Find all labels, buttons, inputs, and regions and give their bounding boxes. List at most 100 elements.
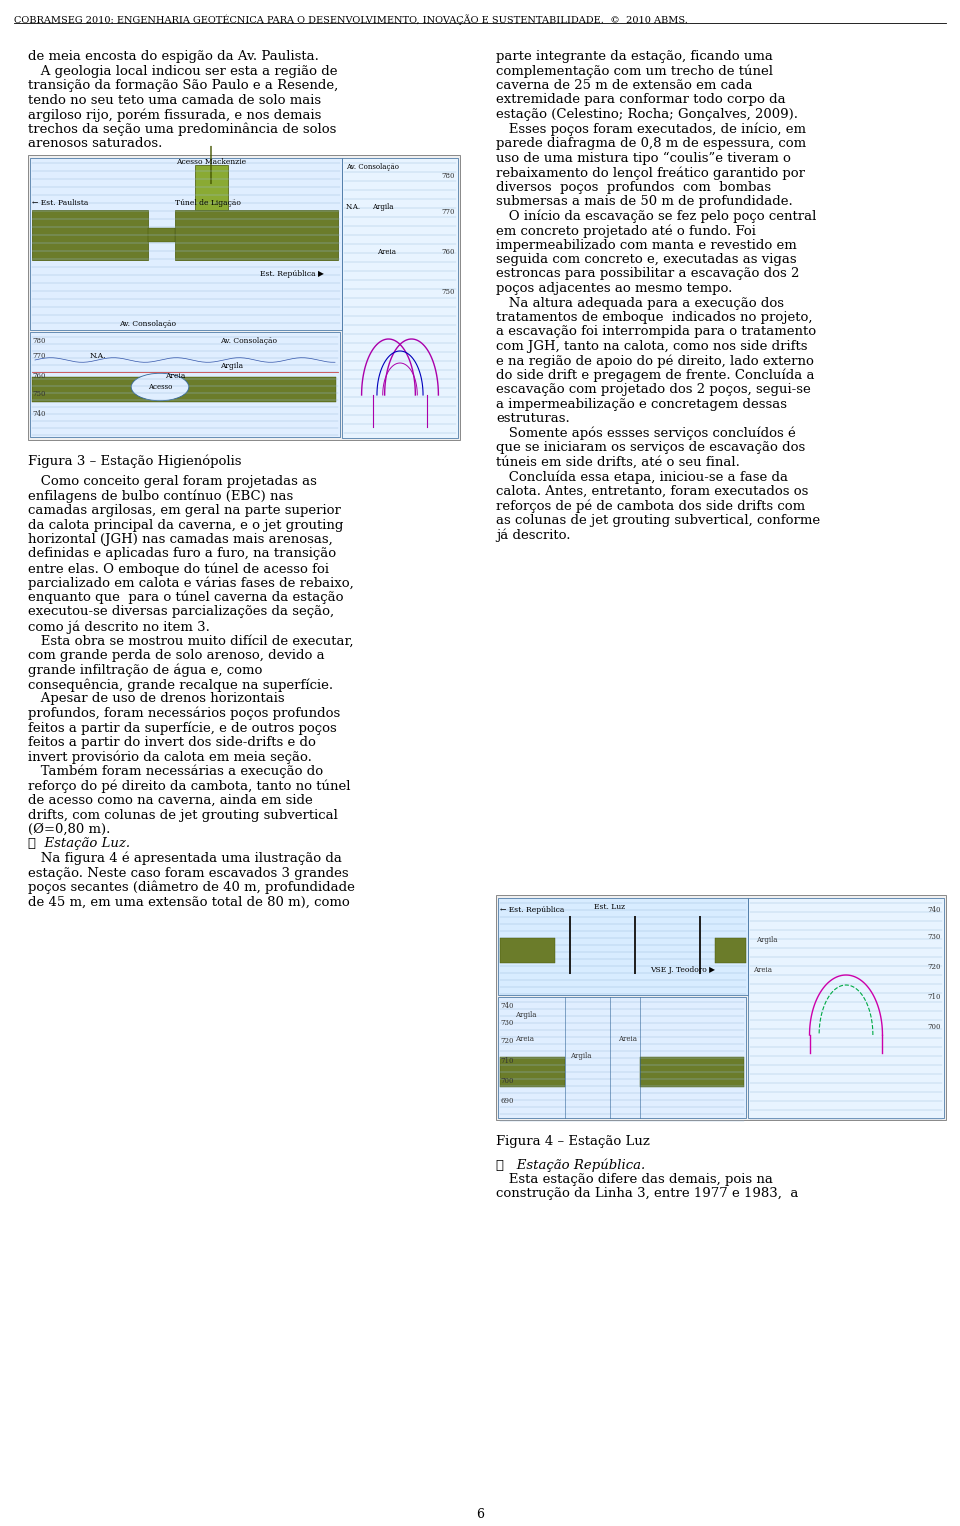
Text: Argila: Argila — [570, 1051, 591, 1061]
Text: 690: 690 — [500, 1097, 514, 1105]
Bar — [748, 897, 944, 1119]
Bar — [498, 897, 748, 995]
Text: enfilagens de bulbo contínuo (EBC) nas: enfilagens de bulbo contínuo (EBC) nas — [28, 490, 293, 504]
Text: complementação com um trecho de túnel: complementação com um trecho de túnel — [496, 64, 773, 78]
Text: entre elas. O emboque do túnel de acesso foi: entre elas. O emboque do túnel de acesso… — [28, 562, 329, 575]
Text: Argila: Argila — [515, 1012, 537, 1019]
Bar — [195, 165, 228, 211]
Text: ← Est. Paulista: ← Est. Paulista — [32, 198, 88, 208]
Bar — [496, 896, 946, 1120]
Text: horizontal (JGH) nas camadas mais arenosas,: horizontal (JGH) nas camadas mais arenos… — [28, 533, 333, 546]
Text: Argila: Argila — [220, 362, 243, 369]
Text: construção da Linha 3, entre 1977 e 1983,  a: construção da Linha 3, entre 1977 e 1983… — [496, 1187, 799, 1199]
Text: calota. Antes, entretanto, foram executados os: calota. Antes, entretanto, foram executa… — [496, 485, 808, 497]
Text: tratamentos de emboque  indicados no projeto,: tratamentos de emboque indicados no proj… — [496, 311, 812, 324]
Text: seguida com concreto e, executadas as vigas: seguida com concreto e, executadas as vi… — [496, 253, 797, 266]
Text: Como conceito geral foram projetadas as: Como conceito geral foram projetadas as — [28, 475, 317, 488]
Text: N.A.: N.A. — [90, 353, 107, 360]
Text: definidas e aplicadas furo a furo, na transição: definidas e aplicadas furo a furo, na tr… — [28, 548, 336, 560]
Text: Av. Consolação: Av. Consolação — [346, 163, 399, 171]
Text: Somente após essses serviços concluídos é: Somente após essses serviços concluídos … — [496, 427, 796, 441]
Text: arenosos saturados.: arenosos saturados. — [28, 137, 162, 150]
Bar — [715, 938, 746, 963]
Text: 6: 6 — [476, 1508, 484, 1521]
Text: Na altura adequada para a execução dos: Na altura adequada para a execução dos — [496, 296, 784, 310]
Text: escavação com projetado dos 2 poços, segui-se: escavação com projetado dos 2 poços, seg… — [496, 383, 811, 397]
Text: 770: 770 — [442, 208, 455, 217]
Text: Esta estação difere das demais, pois na: Esta estação difere das demais, pois na — [496, 1172, 773, 1186]
Text: 710: 710 — [927, 993, 941, 1001]
Text: feitos a partir do invert dos side-drifts e do: feitos a partir do invert dos side-drift… — [28, 736, 316, 749]
Text: Túnel de Ligação: Túnel de Ligação — [175, 198, 241, 208]
Text: 770: 770 — [32, 353, 45, 360]
Text: parede diafragma de 0,8 m de espessura, com: parede diafragma de 0,8 m de espessura, … — [496, 137, 806, 150]
Text: Apesar de uso de drenos horizontais: Apesar de uso de drenos horizontais — [28, 693, 284, 705]
Text: como já descrito no item 3.: como já descrito no item 3. — [28, 620, 210, 633]
Text: Est. República ▶: Est. República ▶ — [260, 270, 324, 278]
Bar — [30, 159, 342, 330]
Text: impermeabilizado com manta e revestido em: impermeabilizado com manta e revestido e… — [496, 238, 797, 252]
Text: N.A.: N.A. — [346, 203, 361, 211]
Text: já descrito.: já descrito. — [496, 528, 570, 542]
Bar — [175, 211, 338, 259]
Text: 720: 720 — [500, 1038, 514, 1045]
Text: Areia: Areia — [377, 249, 396, 256]
Text: enquanto que  para o túnel caverna da estação: enquanto que para o túnel caverna da est… — [28, 591, 344, 604]
Text: executou-se diversas parcializações da seção,: executou-se diversas parcializações da s… — [28, 606, 334, 618]
Text: 780: 780 — [32, 337, 45, 345]
Text: Esses poços foram executados, de início, em: Esses poços foram executados, de início,… — [496, 122, 806, 136]
Ellipse shape — [132, 374, 189, 401]
Text: e na região de apoio do pé direito, lado externo: e na região de apoio do pé direito, lado… — [496, 354, 814, 368]
Bar — [32, 377, 336, 401]
Text: Também foram necessárias a execução do: Também foram necessárias a execução do — [28, 765, 324, 778]
Text: Argila: Argila — [756, 935, 778, 945]
Text: Areia: Areia — [515, 1035, 534, 1042]
Text: 760: 760 — [442, 249, 455, 256]
Text: as colunas de jet grouting subvertical, conforme: as colunas de jet grouting subvertical, … — [496, 514, 820, 526]
Text: 740: 740 — [500, 1003, 514, 1010]
Text: submersas a mais de 50 m de profundidade.: submersas a mais de 50 m de profundidade… — [496, 195, 793, 208]
Text: a escavação foi interrompida para o tratamento: a escavação foi interrompida para o trat… — [496, 325, 816, 339]
Text: que se iniciaram os serviços de escavação dos: que se iniciaram os serviços de escavaçã… — [496, 441, 805, 455]
Text: camadas argilosas, em geral na parte superior: camadas argilosas, em geral na parte sup… — [28, 504, 341, 517]
Text: Concluída essa etapa, iniciou-se a fase da: Concluída essa etapa, iniciou-se a fase … — [496, 470, 788, 484]
Text: estruturas.: estruturas. — [496, 412, 569, 426]
Text: reforço do pé direito da cambota, tanto no túnel: reforço do pé direito da cambota, tanto … — [28, 780, 350, 794]
Text: Areia: Areia — [165, 372, 185, 380]
Text: O início da escavação se fez pelo poço central: O início da escavação se fez pelo poço c… — [496, 209, 816, 223]
Bar — [32, 211, 148, 259]
Text: 740: 740 — [32, 410, 45, 418]
Text: A geologia local indicou ser esta a região de: A geologia local indicou ser esta a regi… — [28, 64, 338, 78]
Text: Est. Luz: Est. Luz — [594, 903, 626, 911]
Text: COBRAMSEG 2010: ENGENHARIA GEOTÉCNICA PARA O DESENVOLVIMENTO, INOVAÇÃO E SUSTENT: COBRAMSEG 2010: ENGENHARIA GEOTÉCNICA PA… — [14, 14, 688, 24]
Text: Acesso: Acesso — [148, 383, 172, 391]
Bar — [148, 227, 175, 243]
Text: de acesso como na caverna, ainda em side: de acesso como na caverna, ainda em side — [28, 794, 313, 807]
Text: estroncas para possibilitar a escavação dos 2: estroncas para possibilitar a escavação … — [496, 267, 800, 281]
Text: 750: 750 — [442, 288, 455, 296]
Text: 740: 740 — [927, 906, 941, 914]
Bar — [30, 333, 340, 436]
Text: Esta obra se mostrou muito difícil de executar,: Esta obra se mostrou muito difícil de ex… — [28, 635, 353, 647]
Text: estação. Neste caso foram escavados 3 grandes: estação. Neste caso foram escavados 3 gr… — [28, 867, 348, 879]
Text: parte integrante da estação, ficando uma: parte integrante da estação, ficando uma — [496, 50, 773, 63]
Text: 760: 760 — [32, 372, 45, 380]
Text: argiloso rijo, porém fissurada, e nos demais: argiloso rijo, porém fissurada, e nos de… — [28, 108, 322, 122]
Text: Av. Consolação: Av. Consolação — [220, 337, 277, 345]
Text: invert provisório da calota em meia seção.: invert provisório da calota em meia seçã… — [28, 751, 312, 765]
Text: ← Est. República: ← Est. República — [500, 906, 564, 914]
Text: a impermeabilização e concretagem dessas: a impermeabilização e concretagem dessas — [496, 398, 787, 410]
Text: de 45 m, em uma extensão total de 80 m), como: de 45 m, em uma extensão total de 80 m),… — [28, 896, 349, 908]
Text: feitos a partir da superfície, e de outros poços: feitos a partir da superfície, e de outr… — [28, 722, 337, 736]
Text: diversos  poços  profundos  com  bombas: diversos poços profundos com bombas — [496, 180, 771, 194]
Text: trechos da seção uma predominância de solos: trechos da seção uma predominância de so… — [28, 122, 336, 136]
Text: rebaixamento do lençol freático garantido por: rebaixamento do lençol freático garantid… — [496, 166, 805, 180]
Bar — [500, 938, 555, 963]
Bar — [640, 1058, 744, 1087]
Text: Figura 4 – Estação Luz: Figura 4 – Estação Luz — [496, 1135, 650, 1148]
Text: com grande perda de solo arenoso, devido a: com grande perda de solo arenoso, devido… — [28, 649, 324, 662]
Text: Acesso Mackenzie: Acesso Mackenzie — [176, 159, 246, 166]
Text: extremidade para conformar todo corpo da: extremidade para conformar todo corpo da — [496, 93, 785, 107]
Text: poços adjacentes ao mesmo tempo.: poços adjacentes ao mesmo tempo. — [496, 282, 732, 295]
Text: ❖  Estação Luz.: ❖ Estação Luz. — [28, 838, 131, 850]
